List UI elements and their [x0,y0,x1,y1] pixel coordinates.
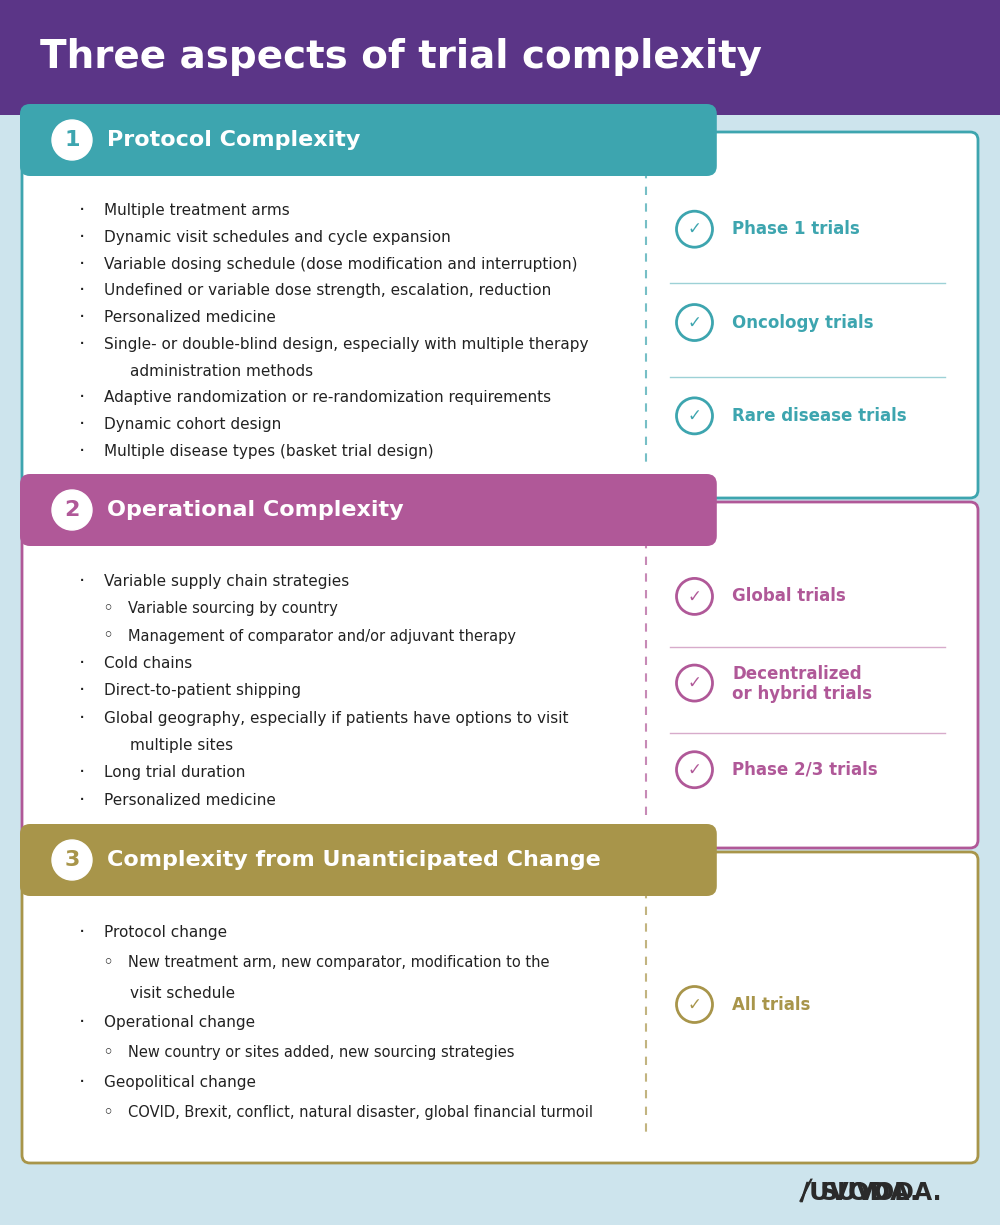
Text: ·: · [79,681,85,701]
Circle shape [52,840,92,880]
Text: New country or sites added, new sourcing strategies: New country or sites added, new sourcing… [128,1045,514,1061]
Text: ∕UVODA.: ∕UVODA. [800,1181,919,1205]
Text: Variable dosing schedule (dose modification and interruption): Variable dosing schedule (dose modificat… [104,257,578,272]
Text: ·: · [79,924,85,942]
Text: ✓: ✓ [688,407,701,425]
Text: ◦: ◦ [103,953,114,973]
Text: ✓: ✓ [688,674,701,692]
Text: Global geography, especially if patients have options to visit: Global geography, especially if patients… [104,710,568,725]
Text: ✓: ✓ [688,588,701,605]
Text: ✓: ✓ [688,314,701,332]
Text: ✓: ✓ [688,220,701,238]
Text: ◦: ◦ [103,1044,114,1062]
Text: ·: · [79,654,85,673]
Text: Oncology trials: Oncology trials [732,314,874,332]
FancyBboxPatch shape [20,824,717,895]
Text: administration methods: administration methods [130,364,313,379]
Text: ◦: ◦ [103,1104,114,1122]
Text: ·: · [79,282,85,300]
FancyBboxPatch shape [22,132,978,499]
Text: Variable supply chain strategies: Variable supply chain strategies [104,575,349,589]
FancyBboxPatch shape [22,502,978,848]
Text: Global trials: Global trials [732,588,846,605]
Text: Adaptive randomization or re-randomization requirements: Adaptive randomization or re-randomizati… [104,391,551,405]
Text: Undefined or variable dose strength, escalation, reduction: Undefined or variable dose strength, esc… [104,283,551,299]
Text: Dynamic visit schedules and cycle expansion: Dynamic visit schedules and cycle expans… [104,230,451,245]
Text: ·: · [79,388,85,407]
Text: Geopolitical change: Geopolitical change [104,1076,256,1090]
Circle shape [52,120,92,160]
Text: SUVODA.: SUVODA. [820,1181,942,1205]
Text: ·: · [79,201,85,220]
Text: Operational change: Operational change [104,1016,255,1030]
Text: ·: · [79,309,85,327]
Text: Direct-to-patient shipping: Direct-to-patient shipping [104,684,301,698]
Text: ·: · [79,441,85,461]
Text: ·: · [79,415,85,434]
FancyBboxPatch shape [20,104,717,176]
Text: ✓: ✓ [688,761,701,779]
Text: ·: · [79,1013,85,1033]
Circle shape [52,490,92,530]
Text: or hybrid trials: or hybrid trials [732,685,872,703]
Text: Protocol Complexity: Protocol Complexity [107,130,360,149]
Text: Phase 2/3 trials: Phase 2/3 trials [732,761,878,779]
Text: 2: 2 [64,500,80,519]
Text: ·: · [79,709,85,728]
Text: ·: · [79,334,85,354]
Text: Single- or double-blind design, especially with multiple therapy: Single- or double-blind design, especial… [104,337,588,352]
Text: Protocol change: Protocol change [104,926,227,941]
Text: Multiple treatment arms: Multiple treatment arms [104,203,290,218]
Bar [0,0,1000,115]
Text: 1: 1 [64,130,80,149]
Text: Complexity from Unanticipated Change: Complexity from Unanticipated Change [107,850,601,870]
Text: Phase 1 trials: Phase 1 trials [732,220,860,238]
Text: Three aspects of trial complexity: Three aspects of trial complexity [40,38,762,76]
Text: New treatment arm, new comparator, modification to the: New treatment arm, new comparator, modif… [128,956,550,970]
Text: Dynamic cohort design: Dynamic cohort design [104,417,281,432]
Text: ·: · [79,255,85,274]
Text: ·: · [79,1073,85,1093]
Text: Operational Complexity: Operational Complexity [107,500,404,519]
Text: ✓: ✓ [688,996,701,1013]
Text: visit schedule: visit schedule [130,985,235,1001]
Text: ∕: ∕ [800,1177,809,1205]
Text: ·: · [79,791,85,810]
Text: COVID, Brexit, conflict, natural disaster, global financial turmoil: COVID, Brexit, conflict, natural disaste… [128,1105,593,1121]
FancyBboxPatch shape [20,474,717,546]
Text: ·: · [79,572,85,590]
Text: Variable sourcing by country: Variable sourcing by country [128,601,338,616]
Text: ◦: ◦ [103,627,114,646]
Text: ·: · [79,228,85,247]
Text: 3: 3 [64,850,80,870]
Text: Cold chains: Cold chains [104,657,192,671]
Text: All trials: All trials [732,996,811,1013]
Text: Management of comparator and/or adjuvant therapy: Management of comparator and/or adjuvant… [128,628,516,643]
Text: Multiple disease types (basket trial design): Multiple disease types (basket trial des… [104,443,434,458]
Text: ◦: ◦ [103,599,114,619]
Text: Rare disease trials: Rare disease trials [732,407,907,425]
Text: Personalized medicine: Personalized medicine [104,793,276,807]
FancyBboxPatch shape [22,853,978,1163]
Text: Decentralized: Decentralized [732,665,862,684]
Text: ·: · [79,763,85,783]
Text: multiple sites: multiple sites [130,739,233,753]
Text: Long trial duration: Long trial duration [104,766,245,780]
Text: Personalized medicine: Personalized medicine [104,310,276,325]
